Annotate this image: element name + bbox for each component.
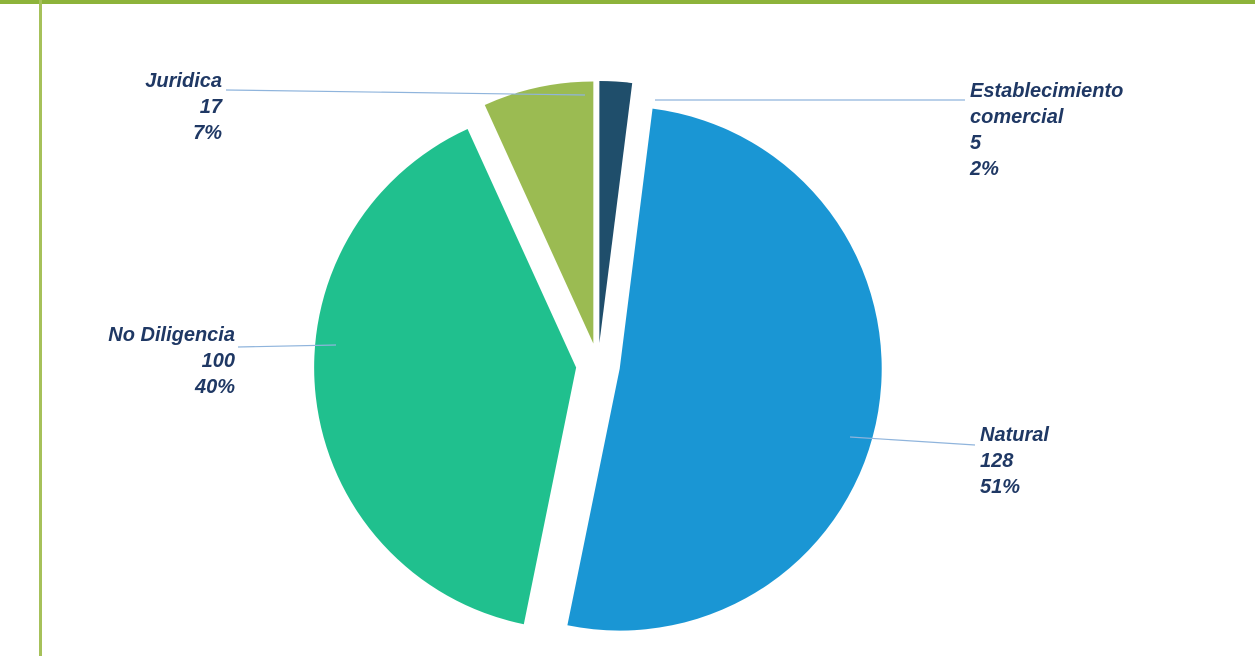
top-bar <box>0 0 970 3</box>
left-border <box>39 0 42 656</box>
label-name: No Diligencia <box>108 324 235 346</box>
label-percent: 51% <box>980 476 1021 498</box>
label-value: 128 <box>980 450 1014 472</box>
slice-label: Establecimiento comercial 5 2% <box>970 78 1160 182</box>
label-percent: 7% <box>193 122 222 144</box>
leader-line <box>849 436 976 446</box>
slice-label: No Diligencia 100 40% <box>60 322 235 400</box>
label-percent: 2% <box>970 158 999 180</box>
slice-label: Juridica 17 7% <box>60 68 222 146</box>
label-value: 17 <box>199 96 222 118</box>
pie-slice <box>314 129 577 625</box>
leader-line <box>237 344 337 348</box>
slice-label: Natural 128 51% <box>980 422 1100 500</box>
pie-slice <box>567 108 882 631</box>
pie-slice <box>484 81 594 344</box>
label-value: 100 <box>201 350 235 372</box>
label-name: Juridica <box>145 70 222 92</box>
label-name: Natural <box>980 424 1049 446</box>
label-value: 5 <box>970 132 982 154</box>
leader-line <box>225 89 586 96</box>
label-percent: 40% <box>194 376 235 398</box>
label-name: Establecimiento comercial <box>970 80 1124 128</box>
pie-slice <box>599 81 633 344</box>
